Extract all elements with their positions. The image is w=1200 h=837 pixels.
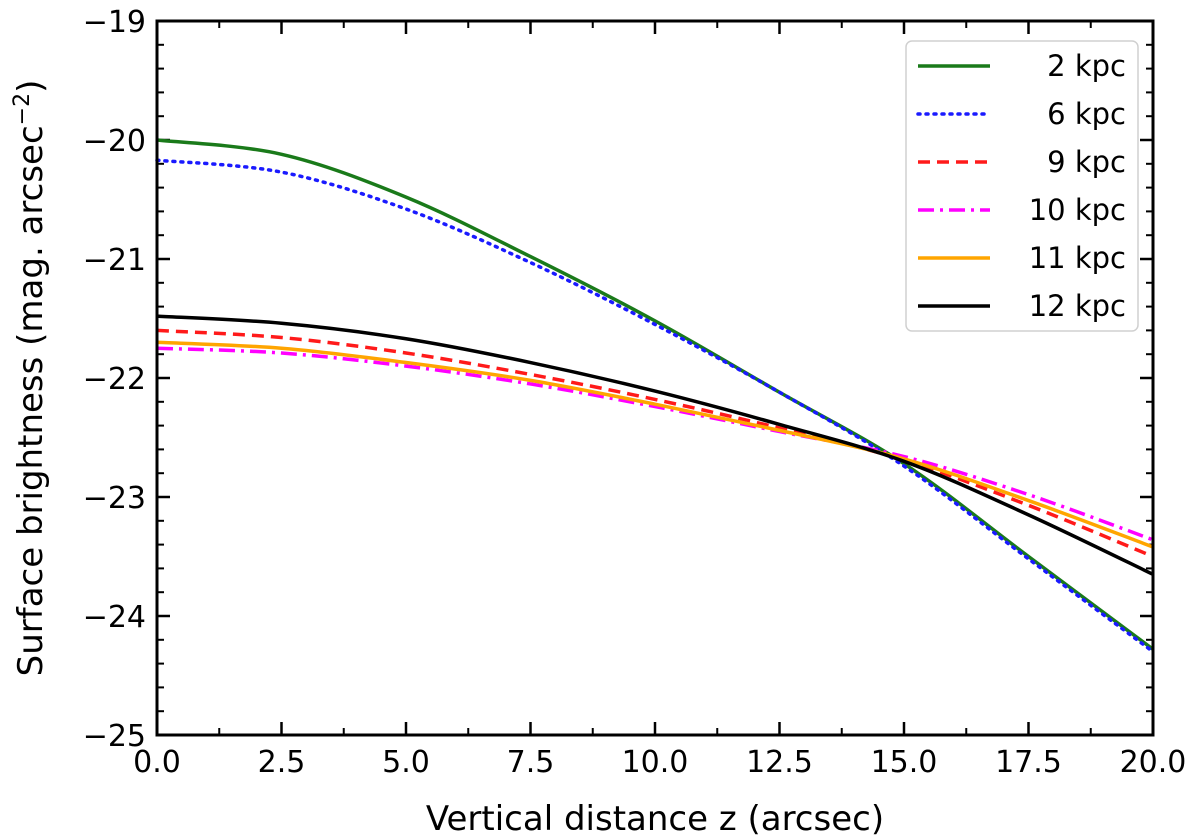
x-tick-label: 12.5 [746,745,813,780]
x-tick-label: 7.5 [507,745,555,780]
x-tick-label: 15.0 [871,745,938,780]
legend-box [905,40,1139,332]
y-tick-label: −23 [83,481,146,516]
series-line-10-kpc [156,346,1154,542]
x-tick-label: 2.5 [258,745,306,780]
x-tick-label: 0.0 [133,745,181,780]
series-line-11-kpc [156,340,1154,549]
axis-tick-labels: 0.0 2.5 5.0 7.5 10.0 12.5 15.0 17.5 20.0 −25 −24 −2… [83,5,1187,780]
y-axis-label-main: Surface brightness (mag. arcsec [11,125,51,676]
series-line-9-kpc [156,328,1154,559]
plot-frame [155,19,1155,737]
x-tick-label: 5.0 [382,745,430,780]
series-line-6-kpc [155,158,1155,654]
y-tick-label: −22 [83,362,146,397]
x-tick-label: 17.5 [995,745,1062,780]
legend-label-2-kpc: 2 kpc [1047,49,1126,83]
y-axis-label-superscript: −2 [10,93,35,125]
y-tick-label: −20 [83,124,146,159]
y-axis-label-close: ) [11,80,51,93]
legend-label-12-kpc: 12 kpc [1029,289,1126,323]
legend-label-6-kpc: 6 kpc [1047,97,1126,131]
y-tick-label: −24 [83,600,146,635]
y-tick-label: −25 [83,719,146,754]
series-line-2-kpc [156,138,1155,651]
series-line-12-kpc [156,314,1154,576]
legend-label-9-kpc: 9 kpc [1047,145,1126,179]
series-group [155,138,1155,654]
legend-label-11-kpc: 11 kpc [1029,241,1126,275]
legend: 2 kpc 6 kpc 9 kpc 10 kpc 11 kpc 12 kpc [905,40,1139,332]
y-tick-label: −21 [83,243,146,278]
legend-label-10-kpc: 10 kpc [1029,193,1126,227]
x-tick-label: 20.0 [1120,745,1187,780]
x-axis-label: Vertical distance z (arcsec) [426,799,884,837]
y-axis-label: Surface brightness (mag. arcsec−2) [10,80,51,677]
y-tick-label: −19 [83,5,146,40]
x-tick-label: 10.0 [622,745,689,780]
